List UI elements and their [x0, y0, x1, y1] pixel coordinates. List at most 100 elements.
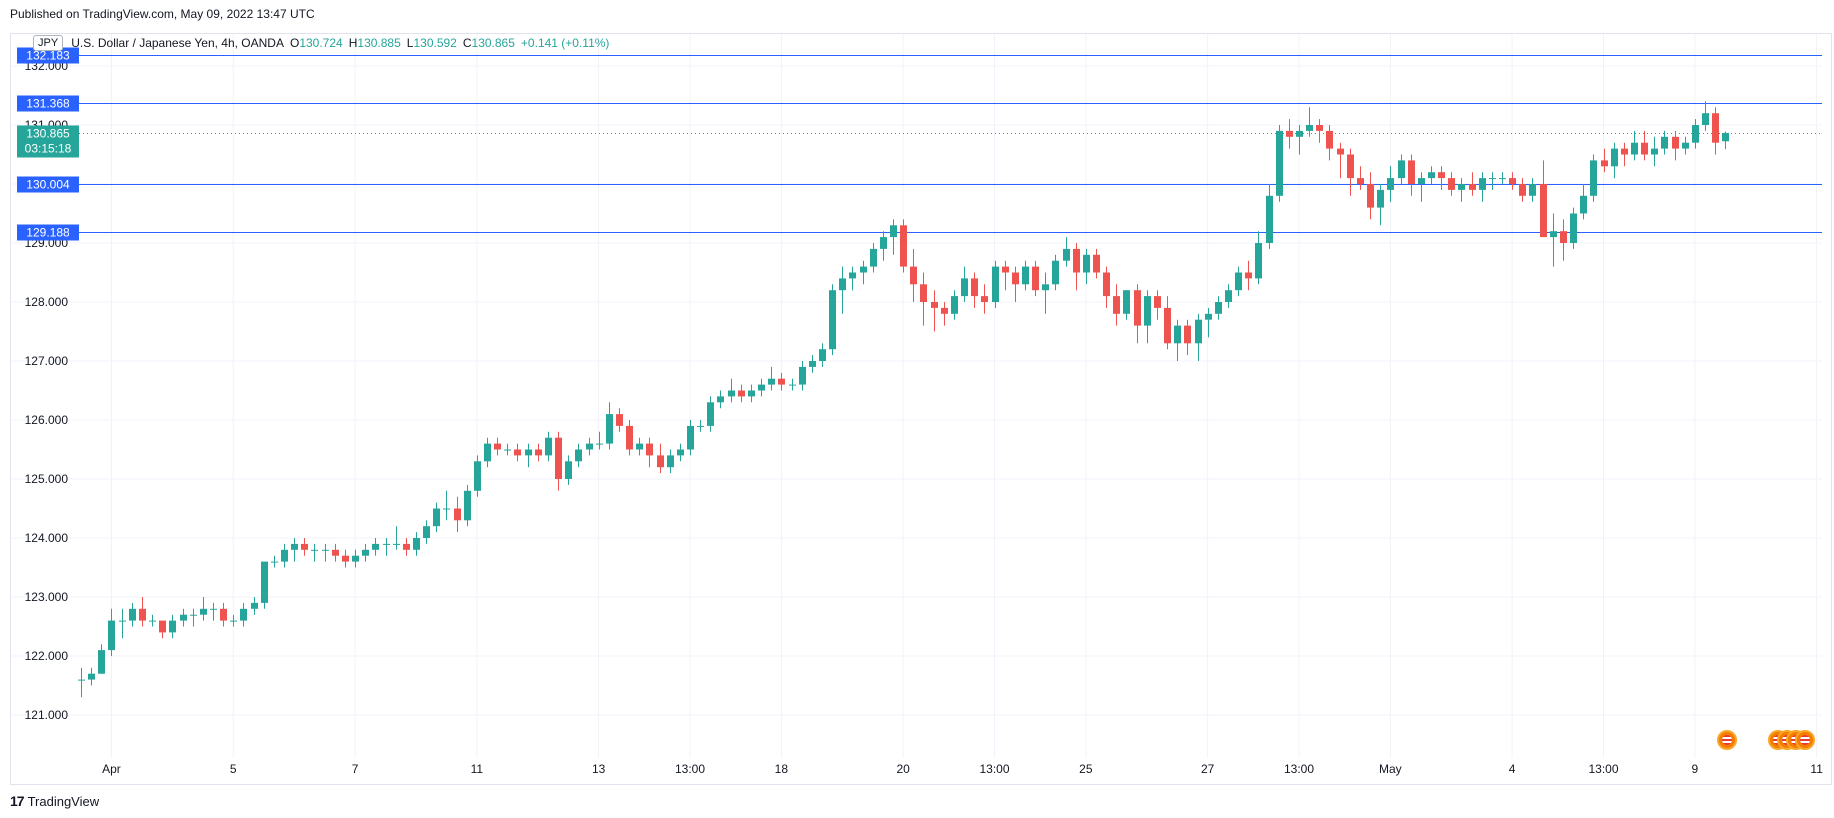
candle-body — [1570, 213, 1577, 243]
candle-body — [545, 437, 552, 456]
candle-body — [900, 225, 907, 267]
candle-body — [1316, 125, 1323, 131]
candle-body — [271, 561, 278, 563]
symbol-badge[interactable]: JPY — [33, 34, 64, 51]
candle-body — [646, 443, 653, 456]
candle-body — [403, 543, 410, 550]
candle-body — [941, 307, 948, 314]
candle-body — [1560, 231, 1567, 243]
candle-body — [1286, 130, 1293, 137]
candle-body — [1306, 125, 1313, 131]
candle-body — [383, 543, 390, 545]
symbol-name: U.S. Dollar / Japanese Yen, 4h, OANDA — [71, 35, 284, 50]
candle-body — [322, 549, 329, 551]
time-tick-label: 13:00 — [1284, 762, 1314, 776]
candle-body — [1266, 195, 1273, 243]
candle-body — [1063, 248, 1070, 261]
candle-body — [961, 278, 968, 297]
candle-body — [1367, 184, 1374, 208]
candle-body — [586, 443, 593, 450]
us-flag-event-icon[interactable] — [1717, 730, 1737, 750]
candle-body — [1529, 184, 1536, 196]
candle-body — [1377, 189, 1384, 208]
candle-body — [1601, 160, 1608, 167]
candle-body — [870, 248, 877, 267]
candle-body — [1580, 195, 1587, 214]
candle-body — [738, 390, 745, 397]
candle-body — [565, 461, 572, 479]
candle-body — [535, 449, 542, 456]
candle-body — [342, 555, 349, 562]
time-axis: Apr 5 7 11 13 13:00 18 20 13:00 25 27 13:00 May 4 13:0… — [102, 762, 1823, 776]
candle-body — [230, 620, 237, 622]
candle-body — [352, 555, 359, 562]
candle-body — [707, 402, 714, 426]
candle-body — [971, 278, 978, 297]
candle-body — [677, 449, 684, 456]
candle-body — [1103, 272, 1110, 297]
price-tick-label: 121.000 — [25, 708, 69, 722]
candle-body — [1458, 184, 1465, 190]
candle-body — [1215, 302, 1222, 314]
candle-body — [494, 443, 501, 450]
candle-body — [657, 455, 664, 468]
price-tick-label: 127.000 — [25, 354, 69, 368]
candle-body — [1499, 178, 1506, 180]
candle-body — [1692, 125, 1699, 143]
candle-body — [1164, 307, 1171, 344]
time-tick-label: 18 — [775, 762, 789, 776]
candle-body — [849, 272, 856, 279]
candle-body — [1032, 266, 1039, 291]
published-header: Published on TradingView.com, May 09, 20… — [10, 7, 315, 21]
time-tick-label: 13:00 — [979, 762, 1009, 776]
price-tick-label: 124.000 — [25, 531, 69, 545]
candle-body — [1154, 296, 1161, 308]
candle-body — [1682, 142, 1689, 149]
candle-body — [1428, 172, 1435, 179]
candle-body — [626, 425, 633, 450]
close-value: C130.865 — [462, 35, 515, 50]
time-tick-label: 20 — [896, 762, 910, 776]
candle-body — [931, 302, 938, 308]
candle-body — [484, 443, 491, 462]
candle-body — [240, 608, 247, 621]
candle-body — [1052, 260, 1059, 285]
candle-body — [433, 508, 440, 527]
candle-body — [149, 620, 156, 622]
candle-body — [697, 425, 704, 427]
candle-body — [910, 266, 917, 285]
candle-body — [1702, 113, 1709, 125]
candle-body — [1073, 248, 1080, 273]
candle-body — [1093, 254, 1100, 273]
candle-body — [596, 443, 603, 445]
time-tick-label: 5 — [230, 762, 237, 776]
time-tick-label: Apr — [102, 762, 121, 776]
candle-body — [200, 608, 207, 615]
candle-body — [636, 443, 643, 450]
candle-body — [809, 361, 816, 367]
candle-body — [1387, 178, 1394, 190]
candle-body — [717, 396, 724, 403]
candle-body — [180, 614, 187, 621]
candle-body — [606, 414, 613, 444]
candle-body — [301, 543, 308, 550]
us-flag-event-icon[interactable] — [1795, 730, 1815, 750]
candle-body — [1002, 266, 1009, 273]
candles — [78, 101, 1729, 698]
level-label: 131.368 — [26, 97, 70, 111]
candle-body — [1489, 178, 1496, 180]
level-label: 130.004 — [26, 178, 70, 192]
time-tick-label: 13 — [592, 762, 606, 776]
candle-body — [1123, 290, 1130, 314]
candle-body — [1276, 130, 1283, 196]
candle-body — [1438, 172, 1445, 179]
candle-body — [1661, 136, 1668, 149]
candle-body — [1195, 319, 1202, 344]
candle-body — [372, 543, 379, 550]
candle-body — [1337, 148, 1344, 155]
price-tick-label: 123.000 — [25, 590, 69, 604]
candle-body — [992, 266, 999, 302]
candle-body — [748, 390, 755, 397]
candle-body — [474, 461, 481, 491]
